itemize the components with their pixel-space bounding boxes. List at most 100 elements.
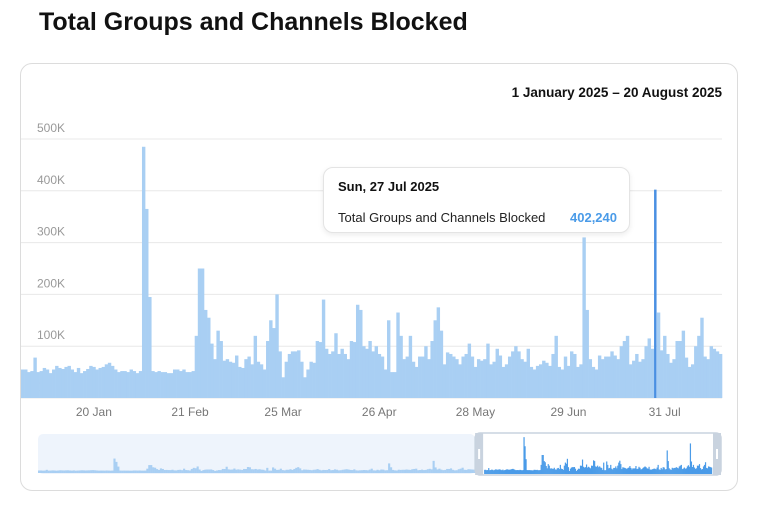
bar[interactable] <box>563 356 568 398</box>
bar[interactable] <box>638 361 642 398</box>
bar[interactable] <box>694 346 698 398</box>
bar[interactable] <box>312 362 316 398</box>
bar[interactable] <box>281 377 285 398</box>
bar[interactable] <box>290 351 295 398</box>
bar[interactable] <box>433 320 437 398</box>
bar[interactable] <box>331 351 335 398</box>
bar[interactable] <box>560 369 565 398</box>
bar[interactable] <box>390 372 394 398</box>
bar[interactable] <box>672 359 676 398</box>
bar[interactable] <box>430 341 434 398</box>
bar[interactable] <box>520 359 524 398</box>
bar[interactable] <box>374 346 379 398</box>
bar[interactable] <box>235 355 239 398</box>
bar[interactable] <box>718 353 723 398</box>
bar[interactable] <box>610 351 614 398</box>
bar[interactable] <box>445 352 450 398</box>
bar[interactable] <box>492 361 496 398</box>
bar[interactable] <box>452 356 456 398</box>
bar[interactable] <box>24 369 28 398</box>
bar[interactable] <box>83 371 87 398</box>
bar[interactable] <box>570 351 574 398</box>
bar[interactable] <box>259 364 264 398</box>
bar[interactable] <box>241 367 245 398</box>
bar[interactable] <box>334 333 338 398</box>
bar[interactable] <box>538 364 543 398</box>
bar[interactable] <box>287 353 292 398</box>
bar[interactable] <box>476 359 481 398</box>
bar[interactable] <box>594 369 599 398</box>
bar[interactable] <box>700 317 704 398</box>
bar[interactable] <box>172 369 177 398</box>
bar-highlighted[interactable] <box>654 189 657 398</box>
bar[interactable] <box>526 348 530 398</box>
bar[interactable] <box>377 353 382 398</box>
bar[interactable] <box>340 348 344 398</box>
bar[interactable] <box>114 369 118 398</box>
bar[interactable] <box>507 356 512 398</box>
bar[interactable] <box>359 309 363 398</box>
bar[interactable] <box>300 361 304 398</box>
bar[interactable] <box>328 353 332 398</box>
bar[interactable] <box>194 335 199 398</box>
bar[interactable] <box>470 356 475 398</box>
bar[interactable] <box>393 372 397 398</box>
bar[interactable] <box>669 362 673 398</box>
bar[interactable] <box>619 346 624 398</box>
bar[interactable] <box>529 366 534 398</box>
bar[interactable] <box>383 369 388 398</box>
bar[interactable] <box>123 371 127 398</box>
bar[interactable] <box>495 348 499 398</box>
bar[interactable] <box>396 312 400 398</box>
bar[interactable] <box>557 366 562 398</box>
bar[interactable] <box>489 364 493 398</box>
bar[interactable] <box>663 335 667 398</box>
bar[interactable] <box>324 348 329 398</box>
bar[interactable] <box>58 367 62 398</box>
bar[interactable] <box>703 356 707 398</box>
bar[interactable] <box>411 361 416 398</box>
bar[interactable] <box>163 372 168 398</box>
bar[interactable] <box>76 367 81 398</box>
bar[interactable] <box>86 368 90 398</box>
bar[interactable] <box>303 377 307 398</box>
bar[interactable] <box>157 371 161 398</box>
bar[interactable] <box>52 369 56 398</box>
bar[interactable] <box>79 373 84 398</box>
bar[interactable] <box>597 355 602 398</box>
bar[interactable] <box>210 343 214 398</box>
bar[interactable] <box>117 372 121 398</box>
bar[interactable] <box>368 341 372 398</box>
bar[interactable] <box>197 268 202 399</box>
bar[interactable] <box>480 360 484 398</box>
bar[interactable] <box>92 366 96 398</box>
bar[interactable] <box>523 361 527 398</box>
bar[interactable] <box>439 330 444 398</box>
bar[interactable] <box>135 373 140 398</box>
bar[interactable] <box>266 341 270 398</box>
bar[interactable] <box>101 366 106 398</box>
bar[interactable] <box>48 373 53 398</box>
bar[interactable] <box>635 353 639 398</box>
bar[interactable] <box>95 369 99 398</box>
bar[interactable] <box>483 359 487 398</box>
bar[interactable] <box>681 330 686 398</box>
bar[interactable] <box>138 371 143 398</box>
bar[interactable] <box>473 366 478 398</box>
bar[interactable] <box>486 343 490 398</box>
bar[interactable] <box>408 335 413 398</box>
bar[interactable] <box>535 365 540 398</box>
bar[interactable] <box>675 341 679 398</box>
bar[interactable] <box>182 369 186 398</box>
bar[interactable] <box>145 208 149 398</box>
bar[interactable] <box>644 346 648 398</box>
bar[interactable] <box>129 369 133 398</box>
bar[interactable] <box>42 367 47 398</box>
bar[interactable] <box>318 342 323 398</box>
bar[interactable] <box>442 364 447 398</box>
bar[interactable] <box>542 360 546 398</box>
bar[interactable] <box>256 361 261 398</box>
bar[interactable] <box>132 371 137 398</box>
bar[interactable] <box>284 361 289 398</box>
